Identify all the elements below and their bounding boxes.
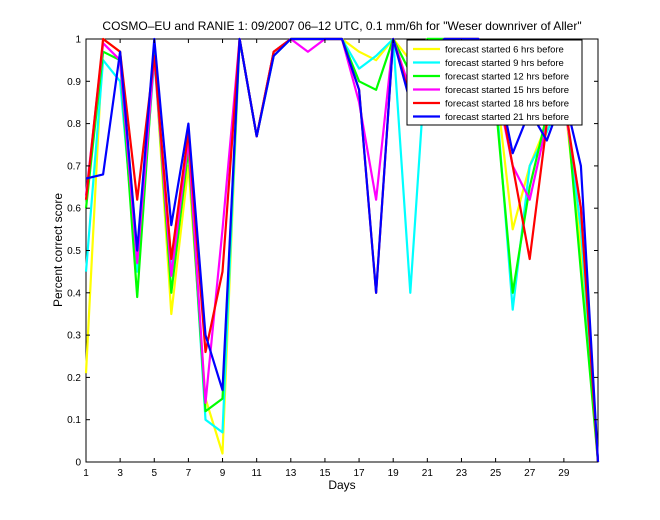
y-tick-label: 0.6 [67, 204, 81, 215]
legend-label: forecast started 9 hrs before [445, 58, 564, 69]
y-tick-label: 1 [75, 35, 81, 46]
y-tick-label: 0.4 [67, 288, 81, 299]
x-tick-label: 29 [558, 468, 570, 479]
x-tick-label: 17 [354, 468, 366, 479]
legend-label: forecast started 18 hrs before [445, 99, 569, 110]
chart-title: COSMO–EU and RANIE 1: 09/2007 06–12 UTC,… [102, 19, 581, 33]
x-tick-label: 11 [251, 468, 262, 479]
x-axis-label: Days [328, 478, 355, 492]
x-tick-label: 23 [456, 468, 468, 479]
x-tick-label: 21 [422, 468, 434, 479]
y-tick-label: 0 [75, 458, 81, 469]
y-tick-label: 0.7 [67, 161, 81, 172]
x-tick-label: 7 [186, 468, 192, 479]
y-tick-label: 0.1 [67, 415, 81, 426]
legend-label: forecast started 12 hrs before [445, 72, 569, 83]
legend-box [406, 39, 583, 126]
y-tick-label: 0.3 [67, 331, 81, 342]
y-tick-label: 0.2 [67, 373, 81, 384]
ticks-layer: 1 3 5 7 9 11 13 15 17 19 21 23 25 27 2900.10.20.30.40.… [67, 35, 598, 479]
y-axis-label: Percent correct score [51, 193, 65, 307]
y-tick-label: 0.9 [67, 77, 81, 88]
legend: forecast started 6 hrs before forecast st… [406, 39, 583, 126]
x-tick-label: 27 [524, 468, 536, 479]
series-line-6 [85, 37, 600, 463]
legend-label: forecast started 21 hrs before [445, 112, 569, 123]
x-tick-label: 15 [319, 468, 331, 479]
x-tick-label: 25 [490, 468, 502, 479]
legend-label: forecast started 15 hrs before [445, 85, 569, 96]
x-tick-label: 13 [285, 468, 297, 479]
x-tick-label: 5 [151, 468, 157, 479]
y-tick-label: 0.5 [67, 246, 81, 257]
series-layer [84, 37, 600, 463]
legend-label: forecast started 6 hrs before [445, 45, 564, 56]
x-tick-label: 3 [117, 468, 123, 479]
x-tick-label: 9 [220, 468, 226, 479]
y-tick-label: 0.8 [67, 119, 81, 130]
x-tick-label: 1 [83, 468, 89, 479]
x-tick-label: 19 [388, 468, 400, 479]
